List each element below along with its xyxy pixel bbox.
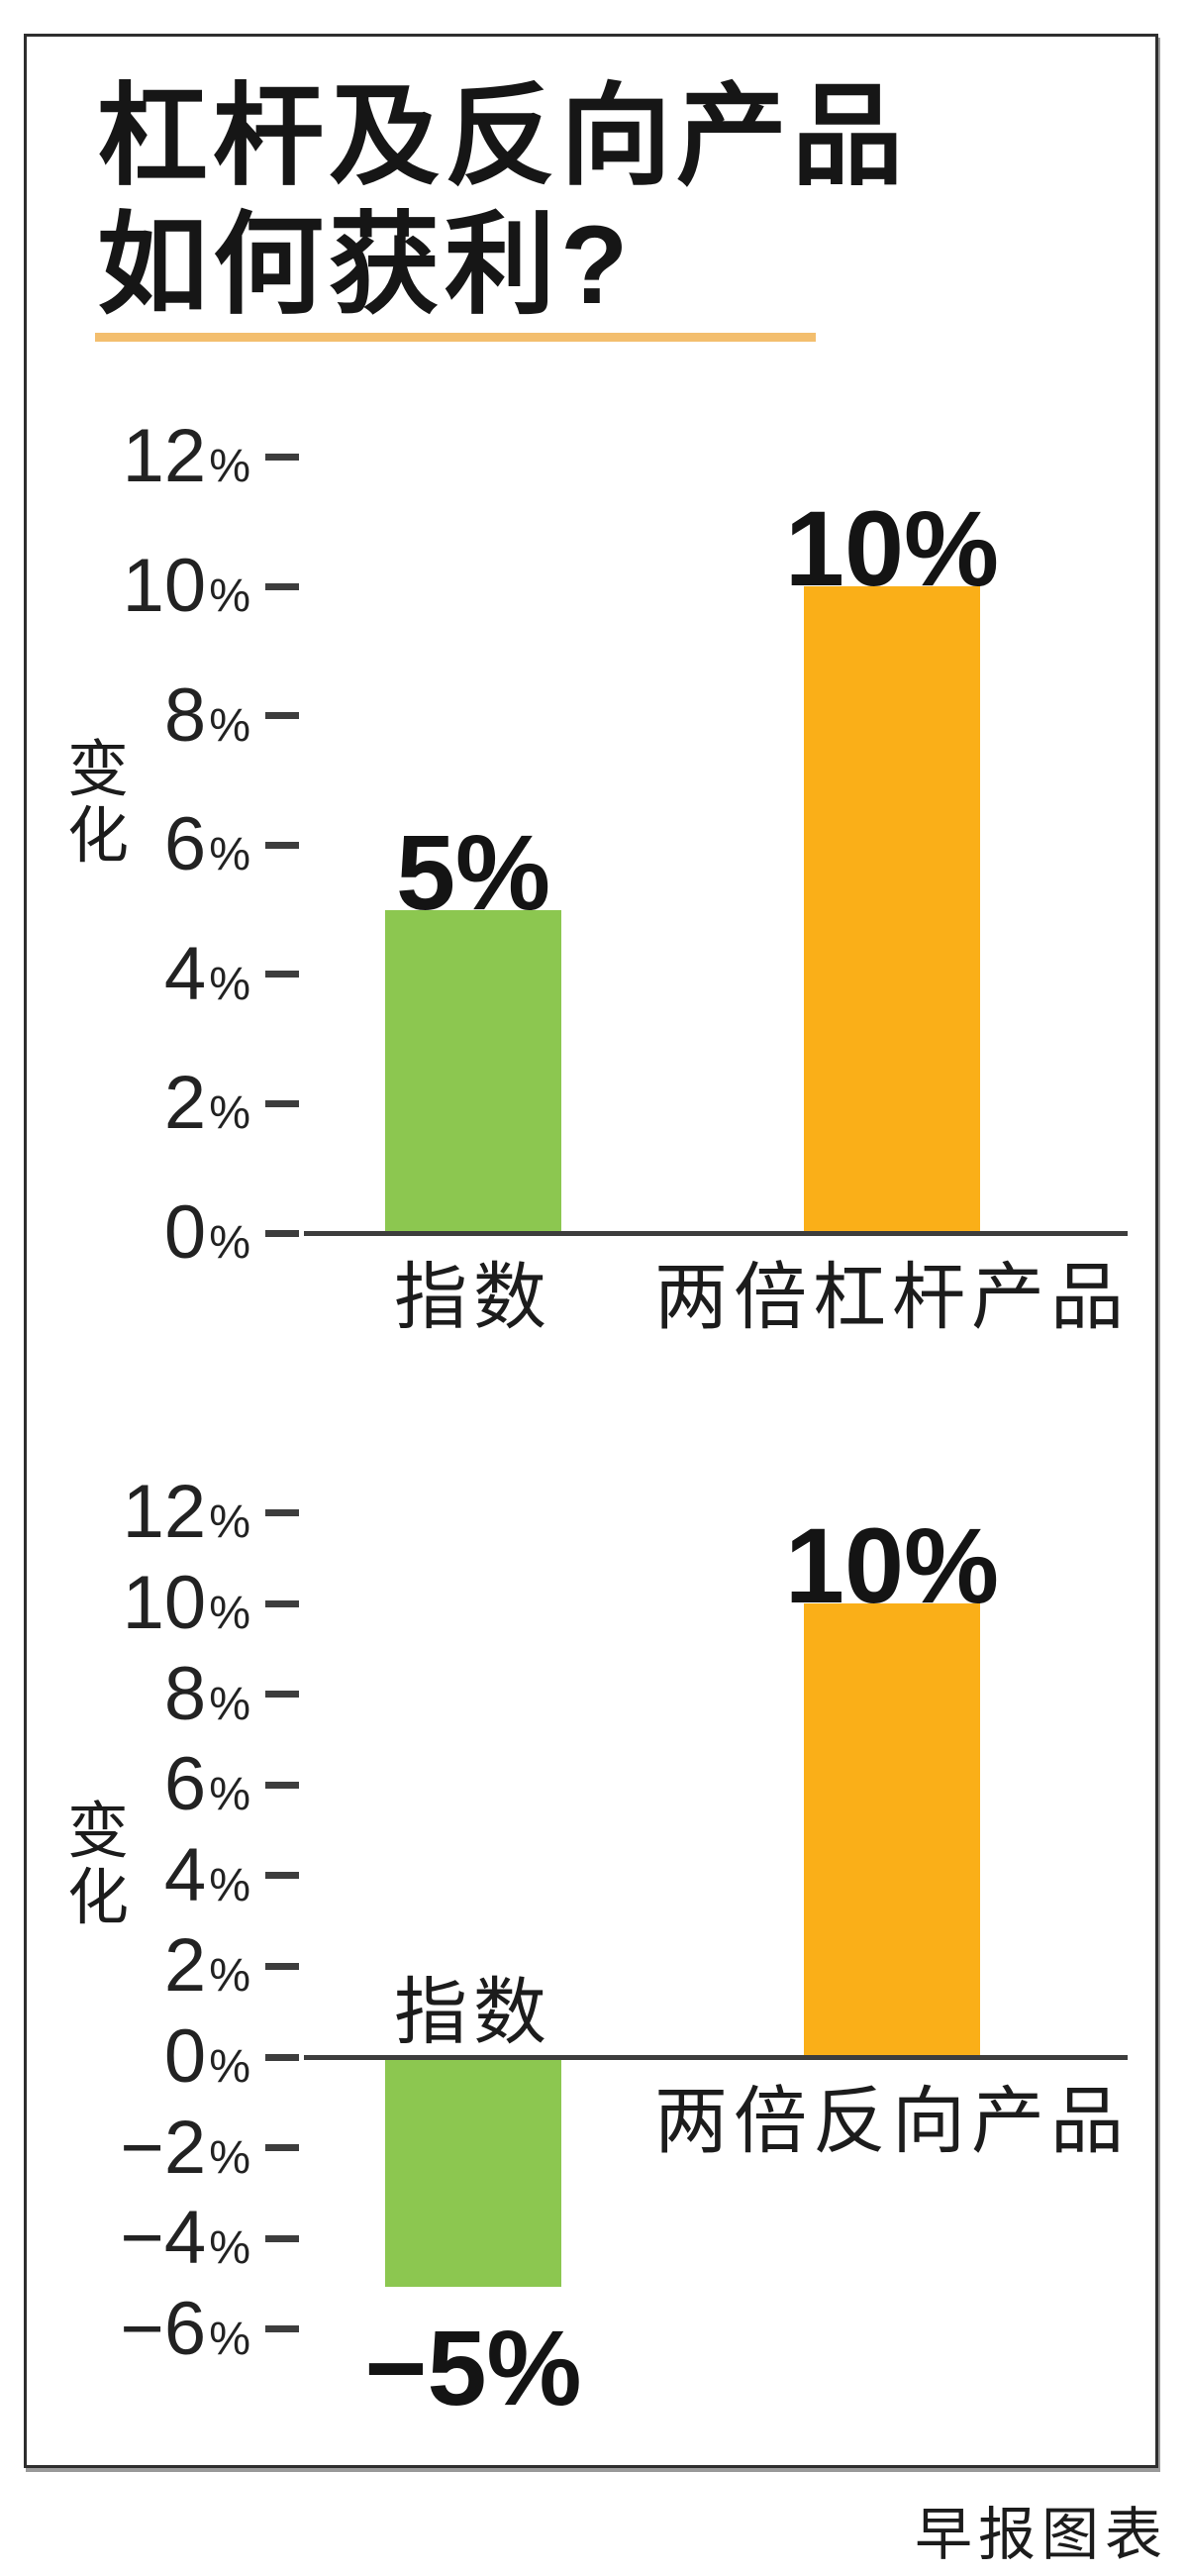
y-tick-value: 6	[163, 802, 207, 887]
y-axis-tick-dash	[265, 1099, 299, 1107]
y-axis-tick-dash	[265, 2234, 299, 2242]
y-axis-tick: 6%	[164, 805, 299, 884]
x-axis-category-label: 指数	[394, 1256, 552, 1338]
y-tick-value: 12	[122, 414, 207, 499]
y-axis-tick: 12%	[123, 1473, 299, 1552]
y-axis-tick-dash	[265, 1781, 299, 1789]
title-underline	[95, 333, 816, 342]
y-tick-value: 0	[163, 2014, 207, 2099]
y-axis-tick-dash	[265, 1508, 299, 1516]
y-tick-percent-sign: %	[209, 1215, 250, 1268]
y-axis-tick-dash	[265, 2144, 299, 2152]
y-tick-value: −2	[120, 2105, 207, 2190]
y-tick-value: 10	[122, 544, 207, 628]
page-title-line-1: 杠杆及反向产品	[97, 74, 908, 198]
x-axis-line	[304, 2055, 1128, 2060]
x-axis-category-label: 指数	[394, 1971, 552, 2053]
y-axis-tick-dash	[265, 2053, 299, 2061]
y-axis-tick: 6%	[164, 1745, 299, 1824]
y-tick-percent-sign: %	[209, 1767, 250, 1820]
y-axis-tick-dash	[265, 1872, 299, 1880]
y-tick-percent-sign: %	[209, 827, 250, 880]
bar-value-label: −5%	[364, 2308, 582, 2427]
y-tick-percent-sign: %	[209, 439, 250, 492]
page-title-line-2: 如何获利?	[97, 203, 634, 327]
y-axis-tick-dash	[265, 971, 299, 979]
bar-value-label: 10%	[784, 488, 1000, 608]
y-tick-value: 6	[163, 1742, 207, 1827]
y-tick-percent-sign: %	[209, 1857, 250, 1910]
y-tick-value: 2	[163, 1923, 207, 2009]
y-tick-percent-sign: %	[209, 1085, 250, 1139]
y-tick-value: 12	[122, 1470, 207, 1555]
y-axis-tick-dash	[265, 582, 299, 590]
x-axis-line	[304, 1231, 1128, 1236]
y-tick-percent-sign: %	[209, 1494, 250, 1548]
y-tick-value: 0	[163, 1190, 207, 1275]
y-tick-percent-sign: %	[209, 2311, 250, 2364]
bar	[804, 586, 980, 1235]
y-axis-tick: −4%	[121, 2199, 299, 2278]
y-tick-value: −6	[120, 2286, 207, 2371]
y-axis-tick: 0%	[164, 2017, 299, 2097]
y-axis-tick: 2%	[164, 1064, 299, 1143]
bar-value-label: 5%	[395, 811, 551, 932]
y-axis-tick: 10%	[123, 1564, 299, 1643]
y-tick-value: −4	[120, 2196, 207, 2281]
y-axis-tick: 4%	[163, 931, 299, 1016]
y-tick-percent-sign: %	[209, 568, 250, 621]
y-axis-tick: 12%	[123, 417, 299, 496]
bar	[804, 1603, 980, 2059]
y-axis-tick: 8%	[163, 1651, 299, 1736]
y-axis-tick-dash	[265, 453, 299, 461]
y-tick-percent-sign: %	[209, 2039, 250, 2092]
y-axis-tick: 8%	[163, 672, 299, 758]
x-axis-category-label: 两倍杠杆产品	[654, 1256, 1130, 1338]
y-tick-value: 10	[122, 1561, 207, 1645]
y-axis-tick: −6%	[120, 2286, 299, 2371]
y-tick-value: 4	[163, 1832, 207, 1917]
y-tick-percent-sign: %	[209, 1586, 250, 1638]
y-axis-tick: 10%	[123, 547, 299, 626]
y-tick-percent-sign: %	[209, 1948, 250, 2002]
y-axis-tick: 4%	[163, 1832, 299, 1917]
y-axis-tick-dash	[265, 1691, 299, 1699]
bar-value-label: 10%	[784, 1505, 1000, 1625]
y-axis-title: 变化	[66, 1798, 129, 1932]
y-axis-tick-dash	[265, 841, 299, 849]
x-axis-category-label: 两倍反向产品	[654, 2080, 1130, 2162]
y-tick-value: 8	[163, 672, 207, 758]
y-axis-tick: 0%	[164, 1193, 299, 1273]
source-credit: 早报图表	[914, 2503, 1168, 2567]
y-tick-percent-sign: %	[209, 697, 250, 751]
y-axis-tick-dash	[265, 1962, 299, 1970]
y-axis-tick: −2%	[120, 2105, 299, 2190]
y-axis-tick-dash	[265, 1599, 299, 1607]
y-tick-percent-sign: %	[209, 2129, 250, 2183]
y-axis-title: 变化	[66, 736, 129, 871]
y-axis-tick-dash	[265, 712, 299, 720]
y-axis-tick-dash	[265, 2325, 299, 2333]
bar	[385, 909, 561, 1235]
y-axis-tick: 2%	[164, 1926, 299, 2006]
bar	[385, 2060, 561, 2287]
y-tick-percent-sign: %	[209, 956, 250, 1009]
y-tick-value: 8	[163, 1651, 207, 1736]
y-tick-percent-sign: %	[209, 2220, 250, 2274]
y-axis-tick-dash	[265, 1229, 299, 1237]
chart-frame	[24, 34, 1158, 2468]
y-tick-percent-sign: %	[209, 1676, 250, 1729]
y-tick-value: 4	[163, 931, 207, 1016]
y-tick-value: 2	[163, 1061, 207, 1146]
